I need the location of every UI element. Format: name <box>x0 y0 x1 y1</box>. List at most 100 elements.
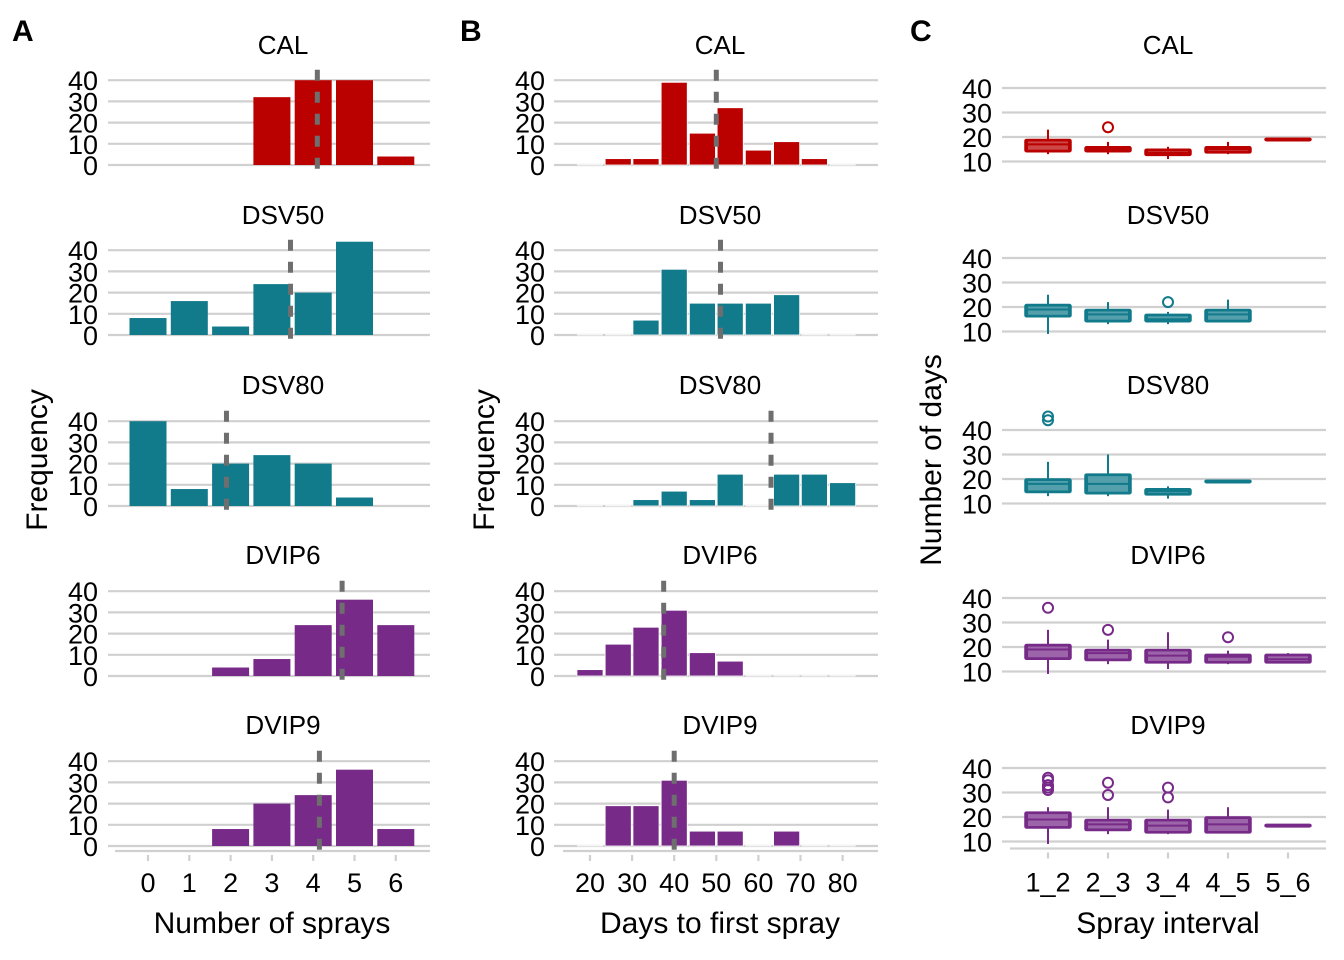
bar <box>336 769 373 846</box>
box <box>1024 643 1072 660</box>
y-tick-label: 10 <box>68 300 98 330</box>
panel-a: CAL010203040DSV50010203040DSV80010203040… <box>68 30 430 898</box>
bar <box>604 805 632 847</box>
boxplot-3_4 <box>1144 632 1192 670</box>
y-tick-label: 30 <box>962 779 992 809</box>
y-tick-label: 0 <box>83 832 98 862</box>
boxplot-1_2 <box>1024 410 1072 497</box>
bar <box>604 643 632 677</box>
bar <box>336 497 373 506</box>
panel-b-x-axis-label: Days to first spray <box>600 907 840 940</box>
box <box>1084 308 1132 323</box>
box <box>1024 138 1072 153</box>
x-tick-label: 3_4 <box>1145 868 1190 898</box>
y-tick-label: 30 <box>515 257 545 287</box>
y-tick-label: 0 <box>530 492 545 522</box>
bar <box>800 158 828 166</box>
y-tick-label: 10 <box>68 130 98 160</box>
bar <box>660 81 688 166</box>
bar <box>744 149 772 166</box>
bar <box>129 421 167 506</box>
outlier-point <box>1042 601 1054 614</box>
boxplot-3_4 <box>1144 781 1192 835</box>
bar <box>716 473 744 507</box>
outlier-point <box>1102 788 1114 801</box>
bar <box>294 463 332 506</box>
y-tick-label: 0 <box>83 662 98 692</box>
bar <box>170 301 208 335</box>
box <box>1024 303 1072 318</box>
bar <box>604 158 632 166</box>
y-tick-label: 40 <box>962 244 992 274</box>
y-tick-label: 20 <box>68 450 98 480</box>
x-tick-label: 4_5 <box>1205 868 1250 898</box>
y-tick-label: 0 <box>530 321 545 351</box>
box-inner-highlight <box>1028 141 1068 150</box>
bar <box>716 830 744 847</box>
box <box>1024 478 1072 494</box>
boxplot-2_3 <box>1084 454 1132 497</box>
outlier-point <box>1162 781 1174 794</box>
x-tick-label: 3 <box>264 868 279 898</box>
y-tick-label: 0 <box>83 492 98 522</box>
facet-title: DVIP6 <box>682 540 757 570</box>
bar-empty <box>576 845 604 847</box>
bar-empty <box>829 164 856 166</box>
facet-title: DSV50 <box>679 200 761 230</box>
y-tick-label: 20 <box>68 620 98 650</box>
boxplot-5_6 <box>1264 823 1312 828</box>
bar <box>688 132 716 166</box>
facet-title: CAL <box>258 30 309 60</box>
facet-title: DSV80 <box>242 370 324 400</box>
boxplot-1_2 <box>1024 294 1072 334</box>
bar <box>800 473 828 507</box>
y-tick-label: 0 <box>530 662 545 692</box>
boxplot-2_3 <box>1084 302 1132 325</box>
bar <box>212 326 250 335</box>
x-tick-label: 0 <box>140 868 155 898</box>
bar <box>688 302 716 336</box>
outlier-point <box>1102 121 1114 134</box>
boxplot-4_5 <box>1204 141 1252 155</box>
y-tick-label: 40 <box>515 66 545 96</box>
y-tick-label: 40 <box>68 66 98 96</box>
y-tick-label: 30 <box>962 269 992 299</box>
x-tick-label: 50 <box>701 868 731 898</box>
boxplot-1_2 <box>1024 771 1072 844</box>
facet-title: DSV50 <box>1127 200 1209 230</box>
bar <box>632 499 660 507</box>
bar-empty <box>801 675 828 677</box>
y-tick-label: 0 <box>530 151 545 181</box>
y-tick-label: 30 <box>68 768 98 798</box>
boxplot-1_2 <box>1024 129 1072 155</box>
bar <box>212 829 250 846</box>
x-tick-label: 60 <box>743 868 773 898</box>
bar <box>576 669 604 677</box>
bar <box>716 660 744 677</box>
bar <box>660 609 688 677</box>
box-inner-highlight <box>1028 481 1068 491</box>
y-tick-label: 30 <box>962 609 992 639</box>
panel-b: CAL010203040DSV50010203040DSV80010203040… <box>515 30 878 898</box>
bar <box>336 241 373 335</box>
y-tick-label: 30 <box>962 441 992 471</box>
bar <box>129 318 167 335</box>
bar <box>294 625 332 676</box>
x-tick-label: 4 <box>306 868 321 898</box>
y-tick-label: 30 <box>68 87 98 117</box>
bar-empty <box>801 334 828 336</box>
y-tick-label: 20 <box>962 633 992 663</box>
bar <box>660 779 688 847</box>
facet-title: DSV80 <box>1127 370 1209 400</box>
box-inner-highlight <box>1088 651 1128 659</box>
y-tick-label: 0 <box>83 321 98 351</box>
panel-a-x-axis-label: Number of sprays <box>154 907 391 940</box>
bar <box>253 284 291 335</box>
x-tick-label: 1 <box>182 868 197 898</box>
